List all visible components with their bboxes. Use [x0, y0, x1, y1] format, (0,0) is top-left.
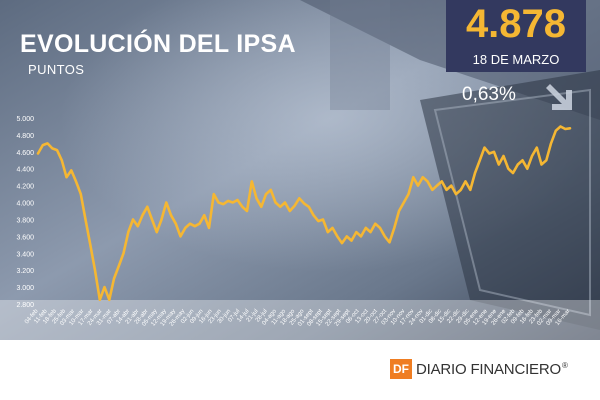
current-date: 18 DE MARZO [472, 52, 560, 67]
current-value: 4.878 [465, 2, 567, 46]
y-tick-label: 3.800 [16, 217, 34, 224]
ipsa-series-line [36, 125, 572, 302]
y-tick-label: 4.200 [16, 184, 34, 191]
y-tick-label: 3.400 [16, 251, 34, 258]
y-tick-label: 3.000 [16, 285, 34, 292]
footer-brand: DF DIARIO FINANCIERO® [390, 356, 568, 382]
y-tick-label: 4.400 [16, 167, 34, 174]
brand-name: DIARIO FINANCIERO® [416, 361, 568, 378]
y-tick-label: 4.000 [16, 201, 34, 208]
brand-text: DIARIO FINANCIERO [416, 360, 561, 378]
y-tick-label: 4.800 [16, 133, 34, 140]
y-tick-label: 3.600 [16, 234, 34, 241]
down-right-arrow-icon [546, 84, 572, 110]
y-axis: 2.800 3.000 3.200 3.400 3.600 3.800 4.000 4.200… [16, 116, 34, 309]
y-tick-label: 3.200 [16, 268, 34, 275]
df-logo-mark: DF [390, 359, 412, 379]
change-percent: 0,63% [462, 84, 516, 105]
x-axis: 04-feb11-feb18-feb25-feb03-mar10-mar17-m… [24, 308, 572, 328]
y-tick-label: 5.000 [16, 116, 34, 123]
units-label: PUNTOS [28, 62, 85, 77]
registered-mark: ® [561, 360, 568, 370]
line-chart: 2.800 3.000 3.200 3.400 3.600 3.800 4.000 4.200… [16, 116, 572, 328]
chart-panel: 2.800 3.000 3.200 3.400 3.600 3.800 4.000 4.200… [0, 0, 600, 340]
y-tick-label: 4.600 [16, 150, 34, 157]
page-title: EVOLUCIÓN DEL IPSA [20, 30, 296, 58]
y-tick-label: 2.800 [16, 302, 34, 309]
value-box: 4.878 18 DE MARZO [446, 0, 586, 72]
